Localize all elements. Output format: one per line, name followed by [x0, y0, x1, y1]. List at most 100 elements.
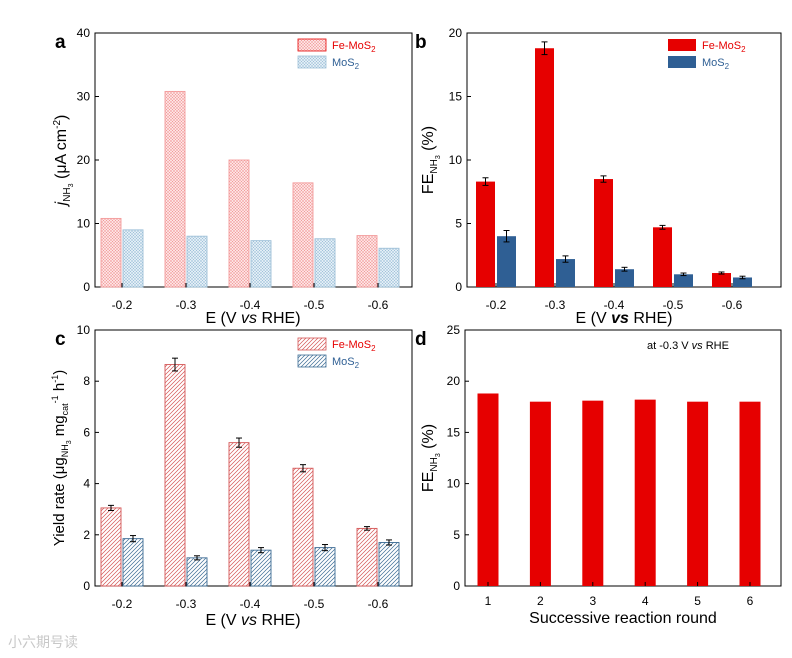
bar-mos2: [733, 277, 752, 287]
y-tick-label: 0: [83, 280, 90, 294]
legend-swatch-fe-mos2: [668, 39, 696, 51]
x-tick-label: -0.5: [304, 597, 325, 611]
bar-fe-mos2: [634, 399, 656, 586]
error-bar: [172, 357, 178, 372]
error-bar: [541, 41, 548, 56]
error-bar: [108, 504, 114, 511]
x-tick-label: -0.4: [240, 597, 261, 611]
legend-b: Fe-MoS2 MoS2: [668, 39, 746, 71]
y-tick-label: 0: [453, 579, 460, 593]
bar-fe-mos2: [292, 182, 314, 288]
x-axis-title-a: E (V vs RHE): [205, 310, 300, 327]
x-tick-label: 3: [589, 594, 596, 608]
bar-fe-mos2: [100, 507, 122, 587]
bar-mos2: [250, 549, 272, 587]
x-tick-label: 1: [485, 594, 492, 608]
y-tick-label: 4: [83, 477, 90, 491]
bars-b: [476, 41, 752, 287]
error-bar: [503, 229, 510, 243]
ticks-d: 0 5 10 15 20 25 1 2 3 4 5 6: [447, 323, 754, 608]
x-tick-label: -0.6: [368, 298, 389, 312]
x-axis-title-d: Successive reaction round: [529, 610, 717, 627]
y-tick-label: 10: [77, 323, 91, 337]
y-tick-label: 15: [449, 90, 463, 104]
bars-d: [477, 393, 761, 586]
error-bar: [600, 175, 607, 183]
ticks-a: 0 10 20 30 40 -0.2 -0.3 -0.4 -0.5 -0.6: [77, 26, 389, 312]
y-tick-label: 20: [77, 153, 91, 167]
x-tick-label: -0.6: [722, 298, 743, 312]
panel-letter-a: a: [55, 32, 66, 53]
legend-a: Fe-MoS2 MoS2: [297, 38, 376, 71]
error-bar: [386, 539, 392, 546]
error-bar: [194, 555, 200, 561]
error-bar: [659, 224, 666, 230]
y-axis-title-a: jNH3 (μA cm-2): [52, 115, 75, 208]
panel-c: c 0 2 4 6 8 10 -0.2 -0.3 -0.4 -0.5 -0.6 Fe-MoS2 Mo…: [50, 323, 413, 629]
bar-fe-mos2: [535, 48, 554, 287]
bar-mos2: [556, 259, 575, 287]
x-tick-label: 6: [747, 594, 754, 608]
y-tick-label: 6: [83, 425, 90, 439]
panel-letter-c: c: [55, 329, 66, 350]
y-tick-label: 8: [83, 374, 90, 388]
bar-fe-mos2: [687, 401, 709, 586]
error-bar: [621, 266, 628, 272]
error-bar: [680, 272, 687, 277]
bar-mos2: [186, 557, 208, 587]
bar-mos2: [186, 235, 208, 288]
x-tick-label: -0.3: [545, 298, 566, 312]
x-tick-label: 5: [694, 594, 701, 608]
error-bar: [562, 255, 569, 263]
x-axis-title-b: E (V vs RHE): [576, 310, 673, 327]
y-axis-title-d: FENH3 (%): [420, 424, 442, 492]
legend-swatch-mos2: [297, 354, 327, 368]
y-tick-label: 25: [447, 323, 461, 337]
legend-swatch-fe-mos2: [297, 38, 327, 52]
y-tick-label: 10: [447, 477, 461, 491]
error-bar: [236, 437, 242, 448]
bar-fe-mos2: [292, 467, 314, 587]
y-tick-label: 2: [83, 528, 90, 542]
legend-swatch-fe-mos2: [297, 337, 327, 351]
error-bar: [482, 177, 489, 186]
y-tick-label: 30: [77, 90, 91, 104]
y-tick-label: 10: [449, 153, 463, 167]
plot-frame-d: [464, 329, 782, 587]
y-axis-title-c: Yield rate (μgNH3 mgcat-1 h-1): [50, 370, 73, 546]
x-tick-label: -0.6: [368, 597, 389, 611]
y-tick-label: 15: [447, 425, 461, 439]
bar-fe-mos2: [529, 401, 551, 586]
panel-letter-d: d: [415, 329, 427, 350]
ticks-b: 0 5 10 15 20 -0.2 -0.3 -0.4 -0.5 -0.6: [449, 26, 743, 312]
legend-label-mos2: MoS2: [332, 57, 360, 71]
bar-mos2: [314, 238, 336, 288]
y-tick-label: 0: [83, 579, 90, 593]
legend-label-fe-mos2: Fe-MoS2: [332, 339, 376, 353]
legend-label-fe-mos2: Fe-MoS2: [332, 40, 376, 54]
x-tick-label: -0.2: [486, 298, 507, 312]
error-bar: [739, 275, 746, 280]
x-tick-label: -0.3: [176, 298, 197, 312]
legend-label-fe-mos2: Fe-MoS2: [702, 40, 746, 54]
legend-swatch-mos2: [668, 56, 696, 68]
y-tick-label: 5: [453, 528, 460, 542]
bar-mos2: [615, 269, 634, 287]
x-tick-label: 2: [537, 594, 544, 608]
y-axis-title-b: FENH3 (%): [420, 126, 442, 194]
watermark: 小六期号读: [8, 635, 78, 651]
error-bar: [322, 544, 328, 552]
panel-a: a 0 10 20 30 40 -0.2 -0.3 -0.4 -0.5 -0.6 Fe-MoS2 …: [52, 26, 413, 327]
bar-mos2: [378, 542, 400, 587]
error-bar: [718, 271, 725, 275]
legend-swatch-mos2: [297, 55, 327, 69]
bar-fe-mos2: [594, 179, 613, 287]
x-tick-label: -0.5: [663, 298, 684, 312]
legend-label-mos2: MoS2: [332, 356, 360, 370]
bar-fe-mos2: [582, 400, 604, 586]
bar-fe-mos2: [476, 181, 495, 287]
legend-label-mos2: MoS2: [702, 57, 730, 71]
y-tick-label: 0: [455, 280, 462, 294]
y-tick-label: 10: [77, 217, 91, 231]
